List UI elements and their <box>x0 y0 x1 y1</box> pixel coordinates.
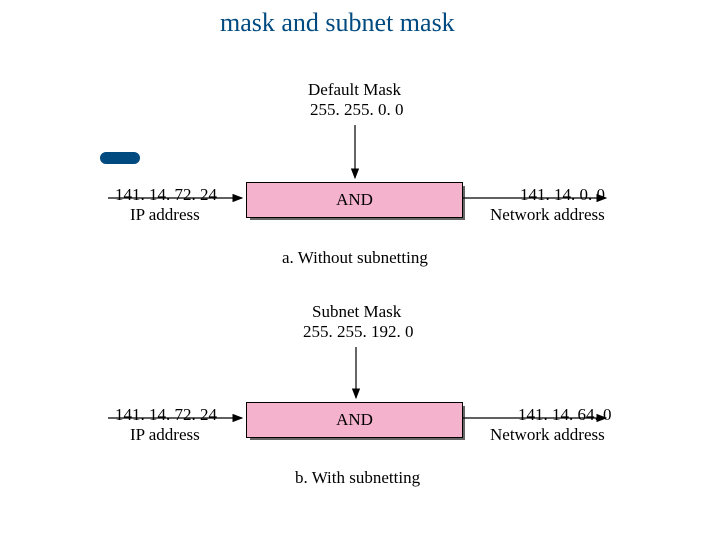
caption-b: b. With subnetting <box>295 468 420 488</box>
network-address-b: 141. 14. 64. 0 <box>518 405 612 425</box>
arrow-right-b <box>0 0 720 540</box>
network-label-b: Network address <box>490 425 605 445</box>
